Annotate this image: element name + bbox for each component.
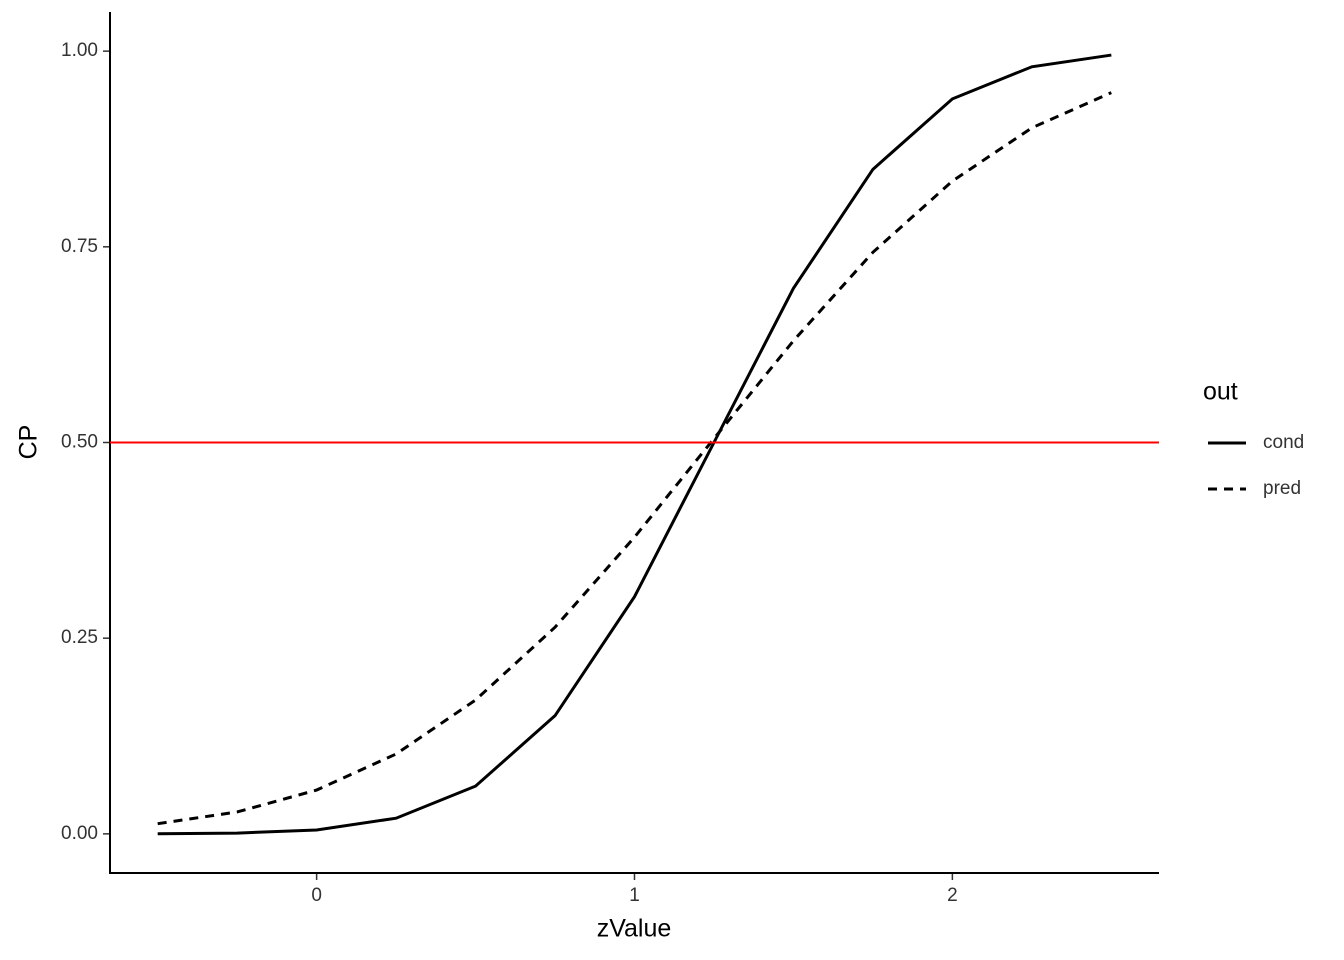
y-tick-label: 1.00: [61, 40, 98, 61]
x-tick-label: 2: [947, 885, 958, 906]
line-series: [157, 53, 1112, 836]
y-tick-label: 0.25: [61, 627, 98, 648]
line-series: [157, 91, 1112, 826]
x-tick-label: 0: [311, 885, 322, 906]
legend-label: pred: [1263, 478, 1301, 499]
x-tick-label: 1: [629, 885, 640, 906]
x-axis-title: zValue: [597, 915, 672, 943]
y-tick-label: 0.50: [61, 432, 98, 453]
y-tick-label: 0.75: [61, 236, 98, 257]
legend-label: cond: [1263, 432, 1304, 453]
legend-title: out: [1203, 378, 1238, 406]
y-axis-title: CP: [15, 425, 43, 460]
y-tick-label: 0.00: [61, 823, 98, 844]
